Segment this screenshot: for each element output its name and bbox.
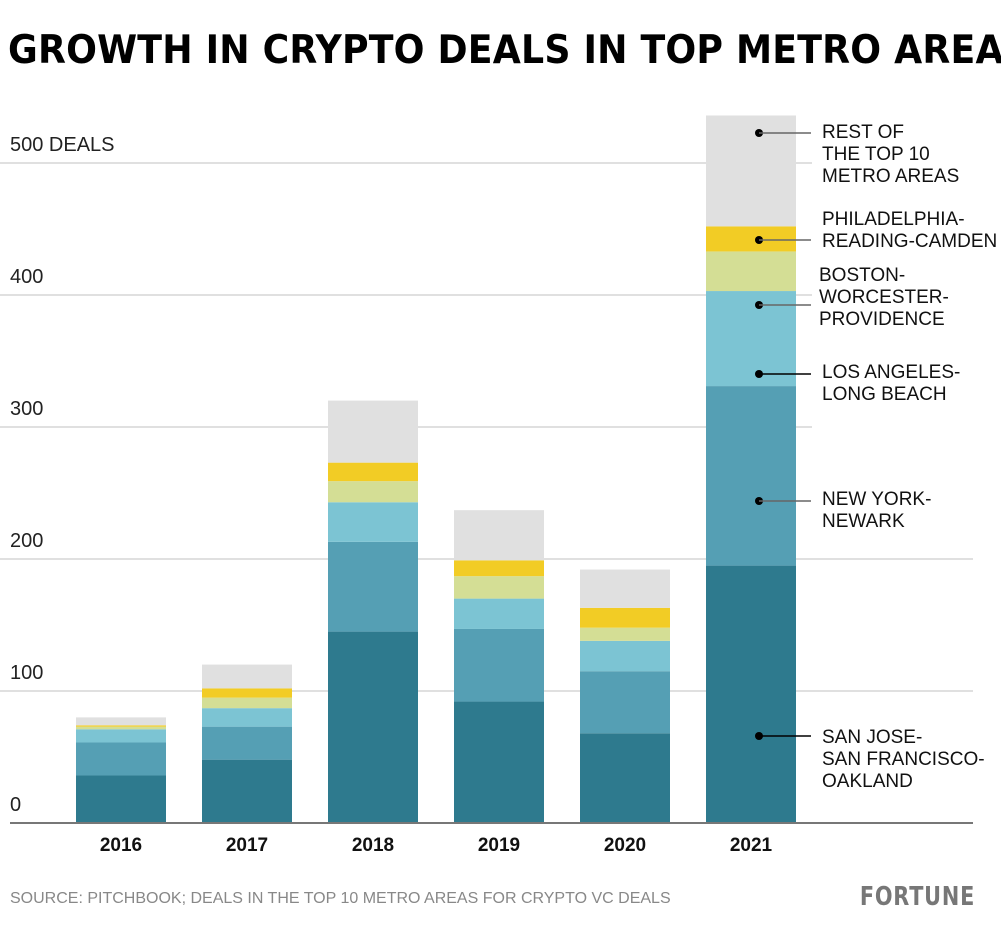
x-tick-label: 2018: [352, 835, 394, 856]
bar-segment: [580, 627, 670, 641]
bar-segment: [202, 688, 292, 698]
bar-segment: [454, 576, 544, 599]
bar-segment: [76, 729, 166, 743]
y-tick-label: 500 DEALS: [10, 134, 115, 156]
annotation-label: NEWARK: [822, 511, 905, 532]
bar-segment: [580, 733, 670, 823]
bar-segment: [328, 481, 418, 503]
x-tick-label: 2017: [226, 835, 268, 856]
bar-segment: [706, 291, 796, 387]
bar-segment: [454, 628, 544, 702]
bar-segment: [706, 565, 796, 823]
bar-segment: [454, 598, 544, 629]
bar-segment: [580, 607, 670, 628]
bar-segment: [76, 717, 166, 726]
y-tick-label: 100: [10, 662, 43, 684]
annotation-label: SAN JOSE-: [822, 727, 922, 748]
bar-segment: [202, 759, 292, 823]
annotation-label: BOSTON-: [819, 265, 905, 286]
y-tick-label: 400: [10, 266, 43, 288]
annotation-label: PHILADELPHIA-: [822, 209, 965, 230]
x-tick-label: 2020: [604, 835, 646, 856]
y-tick-label: 0: [10, 794, 21, 816]
bar-segment: [580, 671, 670, 734]
bar-segment: [202, 708, 292, 727]
annotation-label: READING-CAMDEN: [822, 231, 997, 252]
bar-segment: [328, 631, 418, 823]
bar-segment: [328, 502, 418, 542]
annotation-label: OAKLAND: [822, 771, 913, 792]
bar-segment: [76, 725, 166, 727]
bar-segment: [454, 560, 544, 577]
y-tick-label: 300: [10, 398, 43, 420]
annotation-label: NEW YORK-: [822, 489, 931, 510]
annotation-label: LONG BEACH: [822, 384, 947, 405]
bar-segment: [580, 569, 670, 608]
fortune-logo: FORTUNE: [859, 882, 975, 912]
bar-segment: [76, 726, 166, 730]
bar-segment: [202, 664, 292, 689]
annotation-label: PROVIDENCE: [819, 309, 945, 330]
bar-segment: [76, 775, 166, 823]
bar-segment: [328, 400, 418, 463]
annotation-label: METRO AREAS: [822, 166, 959, 187]
bar-segment: [328, 462, 418, 482]
chart-title: GROWTH IN CRYPTO DEALS IN TOP METRO AREA…: [8, 28, 1001, 73]
annotation-label: LOS ANGELES-: [822, 362, 960, 383]
bar-segment: [706, 115, 796, 227]
bar-segment: [328, 541, 418, 632]
y-tick-label: 200: [10, 530, 43, 552]
annotation-label: THE TOP 10: [822, 144, 930, 165]
bar-segment: [706, 226, 796, 252]
bar-segment: [454, 701, 544, 823]
bar-segment: [76, 742, 166, 776]
x-tick-label: 2019: [478, 835, 520, 856]
source-note: SOURCE: PITCHBOOK; DEALS IN THE TOP 10 M…: [10, 890, 671, 907]
bar-segment: [202, 697, 292, 709]
annotation-label: SAN FRANCISCO-: [822, 749, 985, 770]
bar-segment: [580, 640, 670, 672]
bar-segment: [706, 251, 796, 292]
bar-segment: [706, 386, 796, 566]
bar-segment: [202, 726, 292, 760]
x-tick-label: 2021: [730, 835, 773, 856]
annotation-label: REST OF: [822, 122, 904, 143]
annotation-label: WORCESTER-: [819, 287, 949, 308]
x-tick-label: 2016: [100, 835, 142, 856]
bar-segment: [454, 510, 544, 561]
